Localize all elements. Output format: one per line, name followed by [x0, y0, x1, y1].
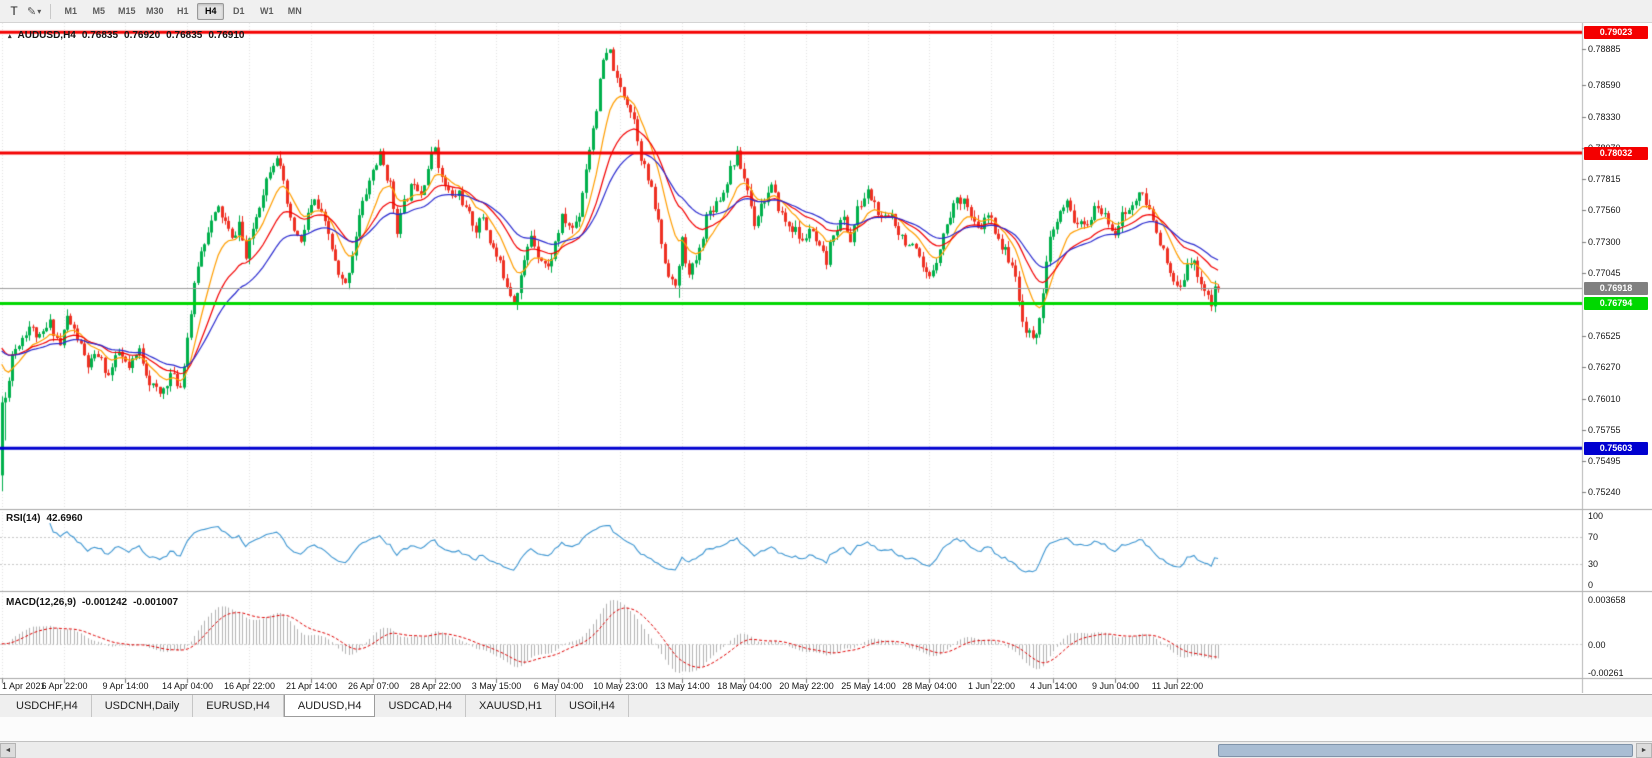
macd-axis-tick-zero: 0.00 [1588, 639, 1606, 650]
time-axis-label: 9 Apr 14:00 [102, 681, 149, 691]
time-axis-label: 18 May 04:00 [717, 681, 772, 691]
timeframe-button-m5[interactable]: M5 [92, 6, 105, 16]
time-axis-label: 26 Apr 07:00 [347, 681, 400, 691]
rsi-axis-tick: 100 [1588, 511, 1604, 521]
rsi-label: RSI(14) 42.6960 [6, 513, 83, 524]
timeframe-button-m1[interactable]: M1 [64, 6, 77, 16]
tab-eurusd-h4[interactable]: EURUSD,H4 [193, 695, 284, 717]
time-axis-label: 1 Apr 2021 [2, 681, 46, 691]
scroll-right-button[interactable]: ► [1636, 743, 1652, 758]
current-price-badge: 0.76918 [1584, 282, 1648, 296]
ohlc-low: 0.76835 [166, 30, 203, 41]
timeframe-button-mn[interactable]: MN [287, 6, 302, 16]
tab-usdchf-h4[interactable]: USDCHF,H4 [3, 695, 92, 717]
horizontal-scrollbar[interactable]: ◄ ► [0, 741, 1652, 758]
price-axis-tick: 0.76525 [1588, 331, 1621, 342]
chart-title: ▴ AUDUSD,H4 0.76835 0.76920 0.76835 0.76… [8, 30, 244, 41]
macd-axis-tick-min: -0.00261 [1588, 668, 1624, 678]
price-axis-tick: 0.78885 [1588, 44, 1621, 55]
price-axis-tick: 0.77815 [1588, 174, 1621, 185]
price-axis-tick: 0.75755 [1588, 424, 1621, 435]
price-axis-tick: 0.77045 [1588, 267, 1621, 278]
macd-main-value: -0.001242 [82, 597, 128, 608]
time-axis-label: 6 May 04:00 [533, 681, 584, 691]
time-axis-label: 14 Apr 04:00 [161, 681, 214, 691]
price-axis-tick: 0.77560 [1588, 205, 1621, 216]
time-axis-label: 6 Apr 22:00 [41, 681, 88, 691]
chart-canvas[interactable] [0, 23, 1652, 693]
level-badge-078032: 0.78032 [1584, 146, 1648, 160]
time-axis-label: 3 May 15:00 [471, 681, 522, 691]
time-axis-label: 21 Apr 14:00 [285, 681, 338, 691]
toolbar: T ✎ ▾ M1 M5 M15 M30 H1 H4 D1 W1 MN [0, 0, 1652, 23]
time-axis-label: 28 Apr 22:00 [409, 681, 462, 691]
timeframe-buttons: M1 M5 M15 M30 H1 H4 D1 W1 MN [57, 2, 308, 20]
timeframe-button-w1[interactable]: W1 [259, 6, 274, 16]
tab-usdcad-h4[interactable]: USDCAD,H4 [375, 695, 467, 717]
macd-axis-tick-max: 0.003658 [1588, 595, 1626, 605]
price-axis-tick: 0.75240 [1588, 487, 1621, 498]
annotation-tool-button[interactable]: ✎ ▾ [24, 2, 44, 21]
dropdown-caret-icon: ▾ [37, 6, 42, 16]
rsi-value: 42.6960 [46, 513, 83, 524]
chart-tabs: USDCHF,H4 USDCNH,Daily EURUSD,H4 AUDUSD,H4 U… [0, 694, 1652, 717]
price-axis-tick: 0.77300 [1588, 236, 1621, 247]
time-axis-label: 28 May 04:00 [902, 681, 957, 691]
ohlc-open: 0.76835 [81, 30, 119, 41]
tab-audusd-h4[interactable]: AUDUSD,H4 [283, 695, 376, 717]
level-badge-075603: 0.75603 [1584, 442, 1648, 456]
toolbar-letter-button[interactable]: T [4, 2, 24, 21]
scroll-left-button[interactable]: ◄ [0, 743, 16, 758]
chart-symbol-icon: ▴ [8, 32, 12, 40]
ohlc-high: 0.76920 [124, 30, 161, 41]
timeframe-button-d1[interactable]: D1 [232, 6, 245, 16]
timeframe-button-h1[interactable]: H1 [176, 6, 189, 16]
symbol-period-label: AUDUSD,H4 [17, 30, 76, 41]
price-axis-tick: 0.76270 [1588, 362, 1621, 373]
timeframe-button-m15[interactable]: M15 [117, 6, 136, 16]
tab-usoil-h4[interactable]: USOil,H4 [556, 695, 629, 717]
price-axis-tick: 0.78590 [1588, 80, 1621, 91]
timeframe-button-h4[interactable]: H4 [197, 2, 225, 20]
rsi-axis-tick: 70 [1588, 531, 1599, 542]
macd-signal-value: -0.001007 [133, 597, 179, 608]
price-axis-tick: 0.75495 [1588, 456, 1621, 467]
time-axis-label: 11 Jun 22:00 [1151, 681, 1204, 691]
time-axis-label: 1 Jun 22:00 [967, 681, 1016, 691]
price-axis-tick: 0.76010 [1588, 393, 1621, 404]
tab-usdcnh-daily[interactable]: USDCNH,Daily [92, 695, 194, 717]
level-badge-079023: 0.79023 [1584, 26, 1648, 40]
tab-xauusd-h1[interactable]: XAUUSD,H1 [466, 695, 556, 717]
time-axis-label: 4 Jun 14:00 [1029, 681, 1078, 691]
ohlc-close: 0.76910 [208, 30, 245, 41]
rsi-name: RSI(14) [6, 513, 41, 524]
timeframe-button-m30[interactable]: M30 [145, 6, 164, 16]
pencil-icon: ✎ [27, 5, 37, 18]
rsi-axis-tick: 0 [1588, 580, 1594, 590]
scrollbar-thumb[interactable] [1218, 744, 1633, 757]
rsi-axis-tick: 30 [1588, 559, 1599, 570]
time-axis-label: 13 May 14:00 [655, 681, 710, 691]
level-badge-076794: 0.76794 [1584, 297, 1648, 311]
time-axis-label: 20 May 22:00 [779, 681, 834, 691]
toolbar-separator [50, 3, 52, 19]
time-axis-label: 16 Apr 22:00 [223, 681, 276, 691]
price-axis-tick: 0.78330 [1588, 111, 1621, 122]
time-axis-label: 9 Jun 04:00 [1091, 681, 1140, 691]
time-axis-label: 25 May 14:00 [841, 681, 896, 691]
bottom-gap [0, 717, 1652, 741]
time-axis-label: 10 May 23:00 [593, 681, 648, 691]
macd-name: MACD(12,26,9) [6, 597, 77, 608]
macd-label: MACD(12,26,9) -0.001242 -0.001007 [6, 597, 178, 608]
toolbar-letter-label: T [10, 4, 18, 18]
